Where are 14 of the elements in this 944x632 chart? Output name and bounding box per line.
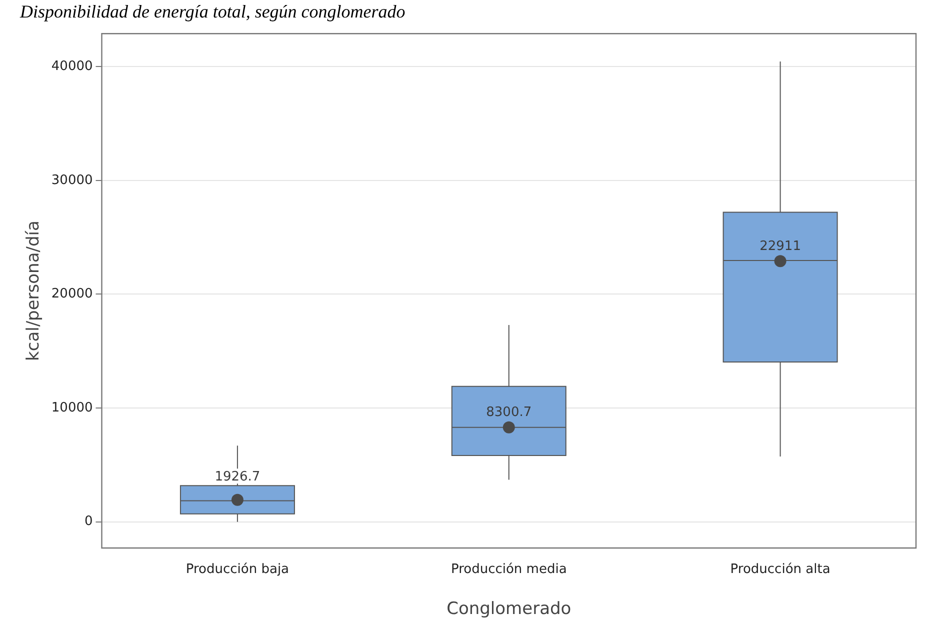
y-tick-label: 40000 xyxy=(51,58,93,74)
y-tick-label: 10000 xyxy=(51,400,93,416)
x-tick-label: Producción baja xyxy=(186,562,290,578)
x-axis-title: Conglomerado xyxy=(446,599,572,620)
chart-title: Disponibilidad de energía total, según conglomerado xyxy=(19,2,406,22)
annotation: 8300.7 xyxy=(486,405,532,420)
y-tick-label: 0 xyxy=(84,514,93,530)
x-tick-label: Producción media xyxy=(450,562,567,578)
y-tick-label: 30000 xyxy=(51,172,93,188)
y-axis-title: kcal/persona/día xyxy=(24,220,44,362)
annotation: 1926.7 xyxy=(214,470,260,485)
x-tick-label: Producción alta xyxy=(730,562,830,578)
annotation: 22911 xyxy=(760,238,801,254)
y-tick-label: 20000 xyxy=(51,286,93,302)
